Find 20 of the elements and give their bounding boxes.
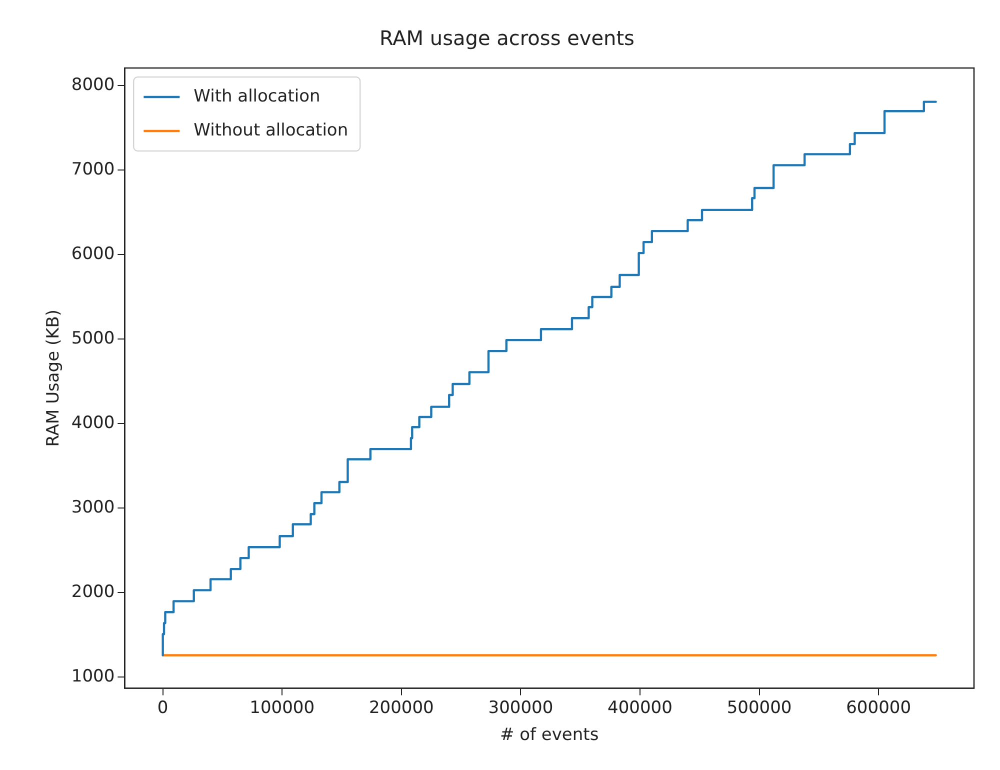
x-tick-label: 400000 [608, 698, 672, 718]
legend-label: Without allocation [194, 120, 348, 140]
x-tick-label: 300000 [488, 698, 554, 718]
x-tick-label: 100000 [250, 698, 315, 718]
y-tick-label: 8000 [71, 75, 115, 96]
x-tick-label: 500000 [726, 698, 792, 718]
y-tick-label: 5000 [71, 328, 115, 349]
legend-label: With allocation [194, 86, 320, 106]
chart-title: RAM usage across events [380, 26, 634, 50]
y-tick-label: 2000 [71, 582, 115, 602]
y-tick-label: 6000 [71, 244, 115, 264]
y-tick-label: 3000 [71, 498, 115, 518]
y-tick-label: 7000 [71, 160, 115, 180]
y-axis-title: RAM Usage (KB) [44, 309, 64, 447]
x-tick-label: 200000 [368, 698, 434, 718]
x-axis-title: # of events [500, 725, 599, 746]
y-tick-label: 1000 [71, 666, 115, 687]
x-tick-label: 600000 [846, 698, 912, 718]
y-tick-label: 4000 [71, 413, 115, 434]
x-tick-label: 0 [157, 698, 168, 718]
